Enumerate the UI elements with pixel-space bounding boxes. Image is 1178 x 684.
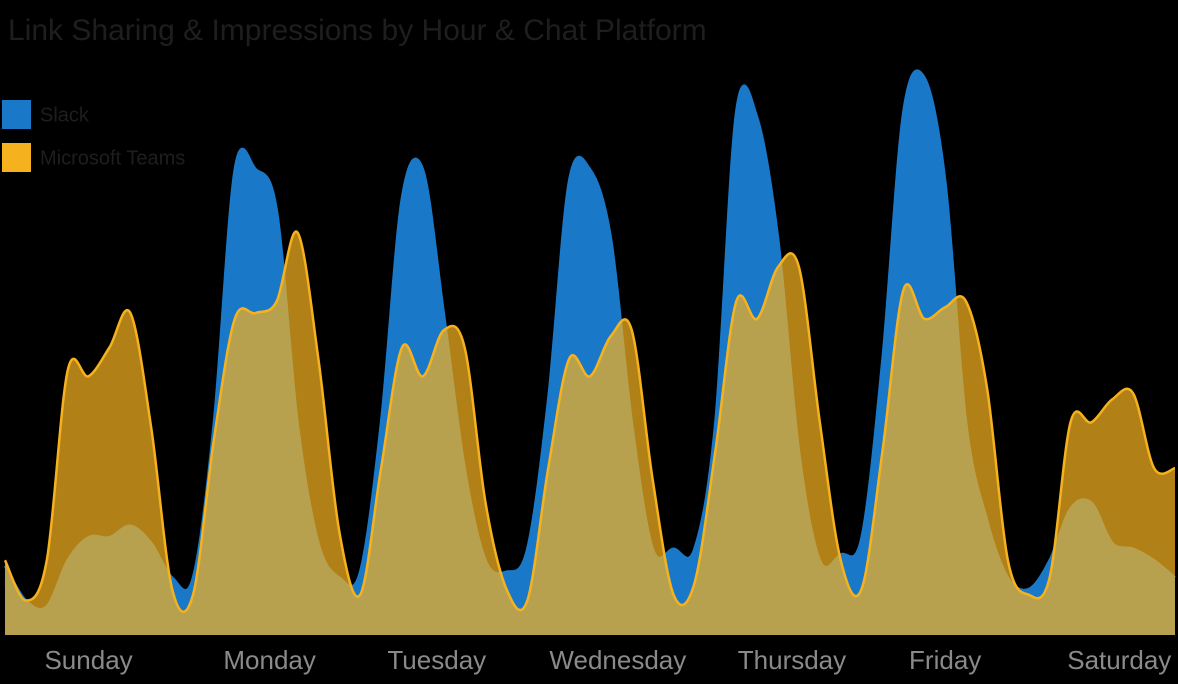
x-tick-label: Tuesday: [387, 645, 486, 675]
legend-swatch: [2, 143, 31, 172]
area: [5, 231, 1175, 635]
line: [3, 230, 1176, 613]
chart-title: Link Sharing & Impressions by Hour & Cha…: [8, 14, 707, 47]
plot-area: Sunday Monday Tuesday Wednesday Thursday Frid…: [3, 69, 1176, 675]
legend: Slack Microsoft Teams: [2, 100, 185, 172]
legend-label: Microsoft Teams: [40, 147, 185, 169]
legend-label: Slack: [40, 104, 90, 126]
x-tick-label: Sunday: [44, 645, 132, 675]
x-tick-label: Thursday: [738, 645, 846, 675]
x-tick-label: Saturday: [1067, 645, 1171, 675]
x-tick-label: Monday: [223, 645, 316, 675]
line: [3, 69, 1176, 611]
legend-swatch: [2, 100, 31, 129]
x-tick-label: Friday: [909, 645, 981, 675]
x-tick-label: Wednesday: [549, 645, 686, 675]
